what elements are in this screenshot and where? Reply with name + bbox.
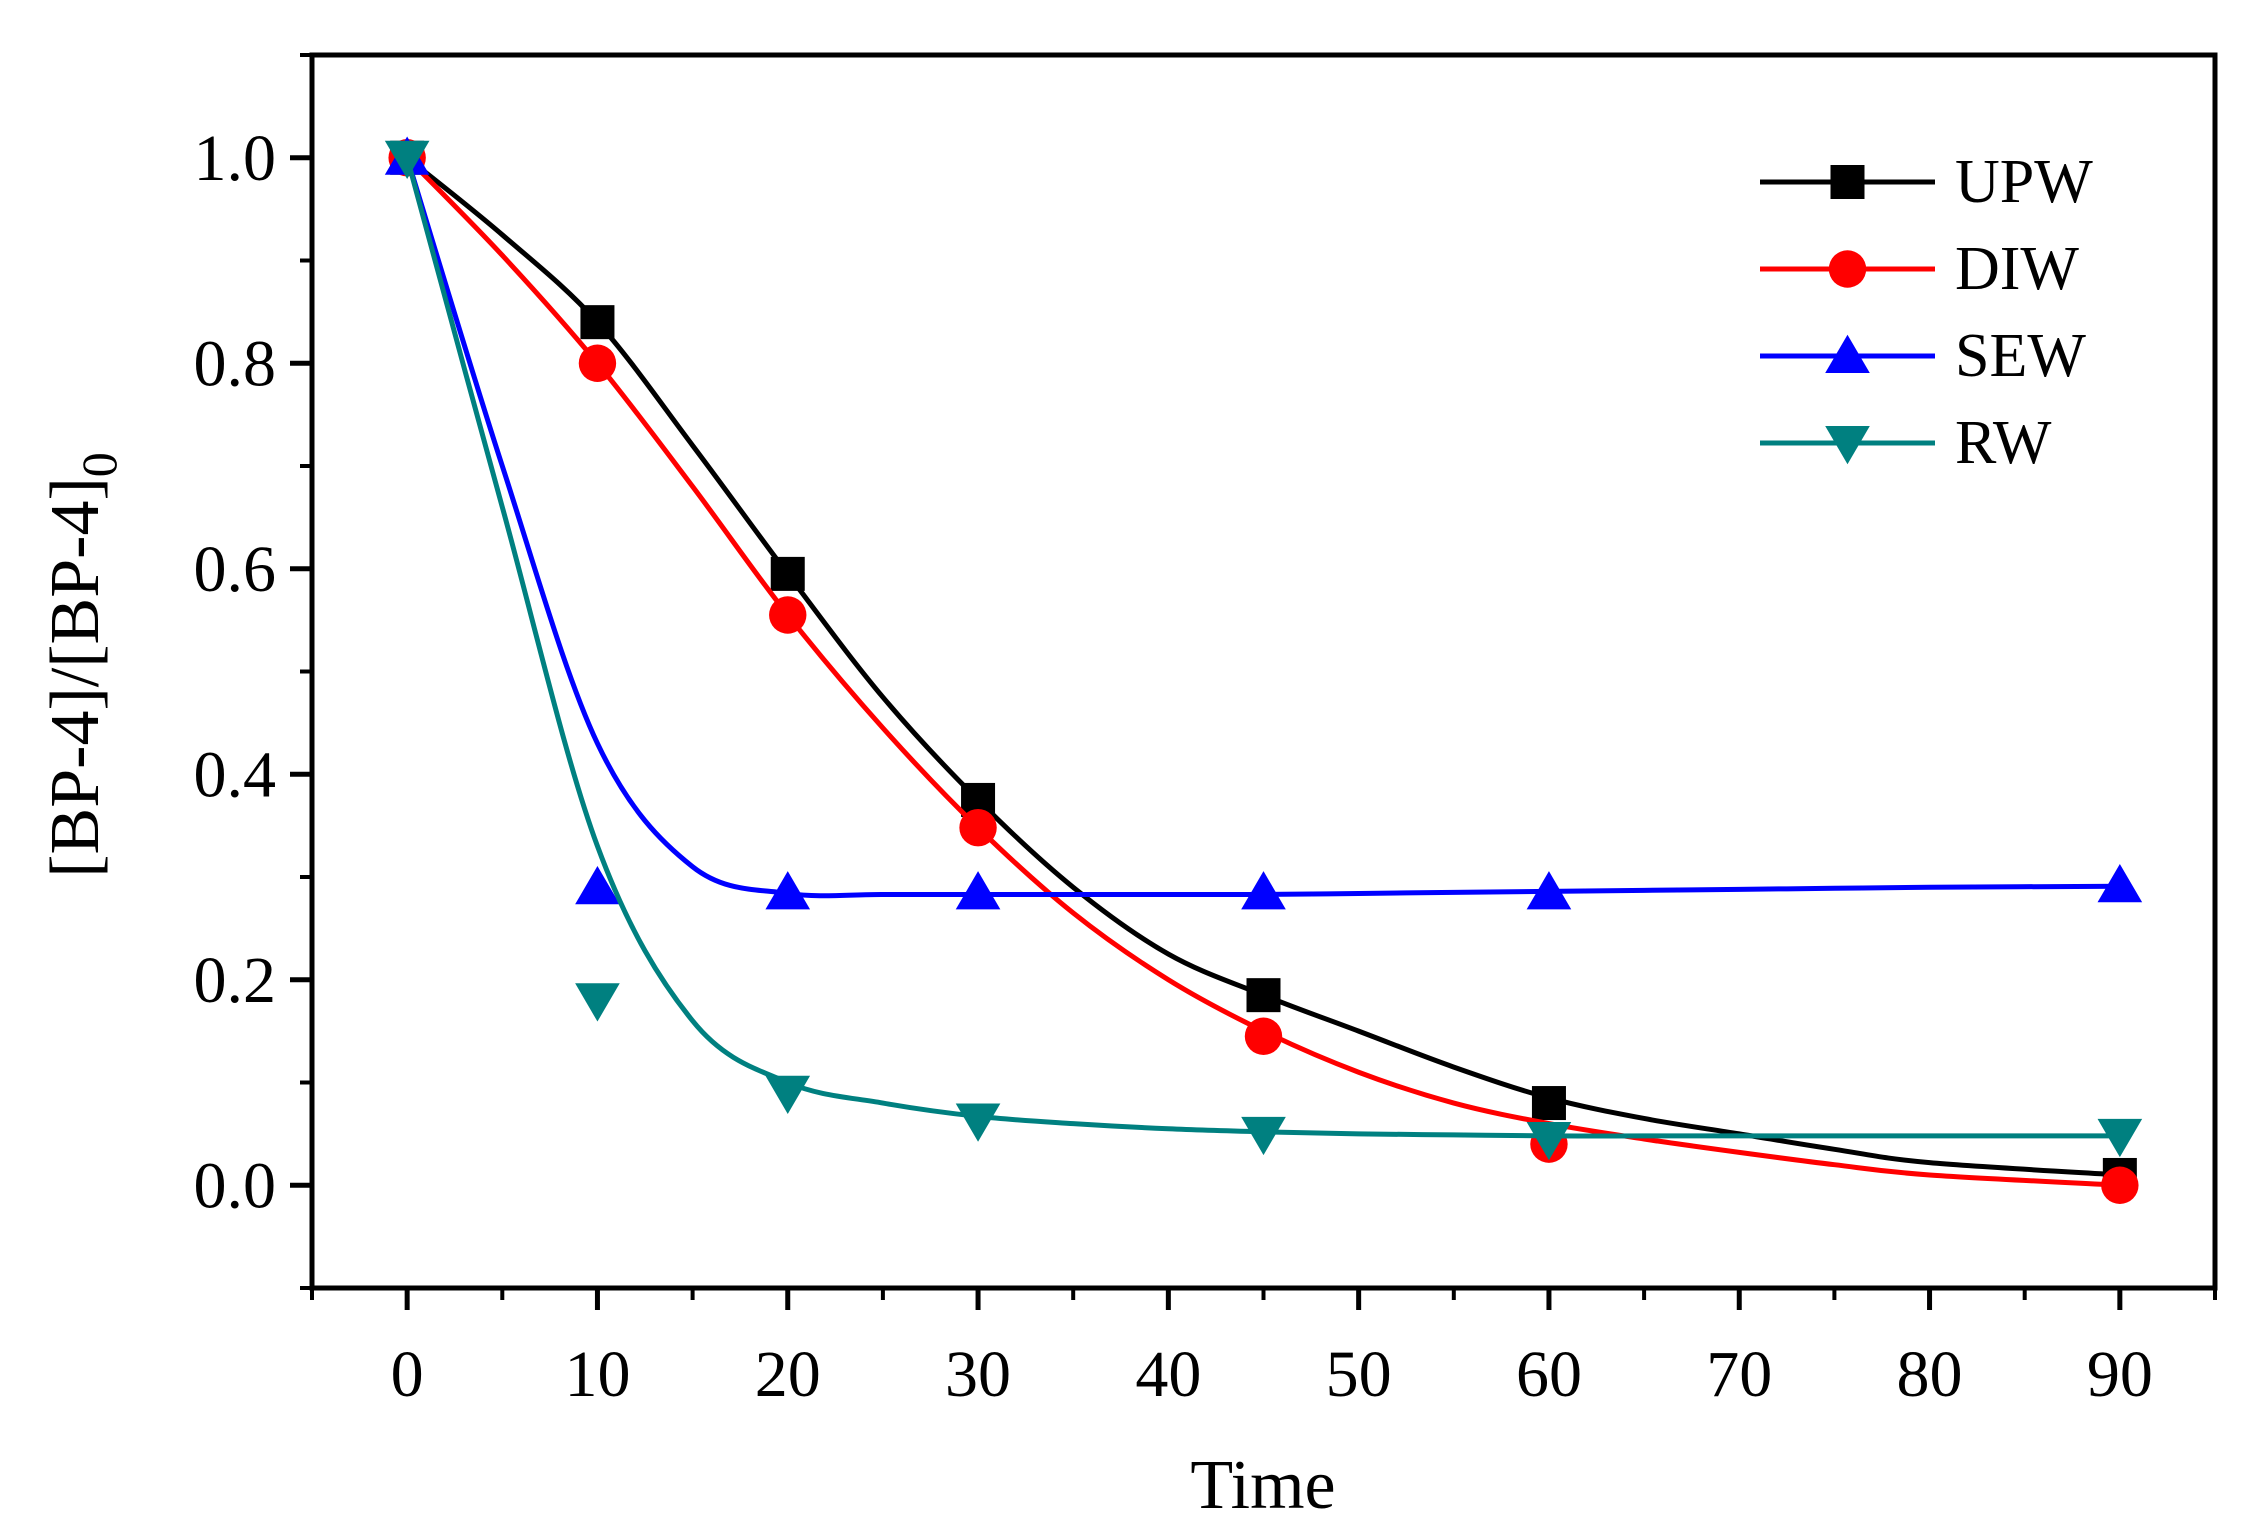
x-tick-label: 30 xyxy=(945,1338,1011,1411)
plot-border xyxy=(309,52,2218,1291)
y-axis-title: [BP-4]/[BP-4]0 xyxy=(37,452,127,878)
data-point-upw xyxy=(1531,1086,1566,1121)
series-layer xyxy=(384,136,2143,1204)
fit-line-rw xyxy=(404,157,2120,1139)
x-axis: 0 10 20 30 40 50 60 70 80 90 xyxy=(310,1288,2217,1411)
data-point-diw xyxy=(959,808,997,847)
y-tick-label: 0.8 xyxy=(194,327,277,400)
data-point-diw xyxy=(2101,1166,2139,1204)
data-point-diw xyxy=(578,344,617,382)
data-point-rw xyxy=(384,140,430,179)
data-point-rw xyxy=(1526,1122,1572,1161)
x-tick-label: 60 xyxy=(1516,1338,1582,1411)
series-rw xyxy=(384,140,2143,1161)
data-point-rw xyxy=(765,1075,811,1115)
data-point-sew xyxy=(765,871,811,910)
data-point-upw xyxy=(1246,978,1281,1013)
y-axis: 0.0 0.2 0.4 0.6 0.8 1.0 xyxy=(194,53,312,1290)
plot-frame xyxy=(309,52,2218,1291)
legend-item-upw: UPW xyxy=(1760,148,2093,216)
y-tick-label: 0.2 xyxy=(194,944,277,1017)
y-tick-label: 0.6 xyxy=(194,533,277,606)
x-tick-label: 10 xyxy=(564,1338,630,1411)
legend-item-diw: DIW xyxy=(1760,235,2079,303)
x-axis-title: Time xyxy=(1190,1447,1335,1524)
series-sew xyxy=(384,136,2143,910)
legend-item-sew: SEW xyxy=(1760,322,2086,390)
x-tick-label: 80 xyxy=(1897,1338,1963,1411)
data-point-sew xyxy=(1241,871,1286,910)
legend-label: SEW xyxy=(1955,322,2086,390)
data-point-sew xyxy=(955,871,1001,910)
legend-marker xyxy=(1825,334,1870,373)
legend-marker xyxy=(1825,426,1870,465)
y-tick-label: 0.4 xyxy=(194,738,277,811)
y-tick-label: 0.0 xyxy=(194,1149,277,1222)
series-diw xyxy=(388,139,2139,1204)
legend-item-rw: RW xyxy=(1760,409,2052,477)
legend-marker xyxy=(1828,250,1867,288)
data-point-rw xyxy=(1241,1116,1286,1156)
data-point-rw xyxy=(2097,1118,2143,1158)
data-point-diw xyxy=(1244,1017,1283,1055)
data-point-diw xyxy=(769,596,807,634)
data-point-rw xyxy=(955,1103,1001,1142)
legend-marker xyxy=(1830,165,1865,199)
legend-label: DIW xyxy=(1955,235,2079,303)
data-point-rw xyxy=(575,983,620,1022)
legend-label: RW xyxy=(1955,409,2052,477)
data-point-sew xyxy=(2097,863,2143,903)
legend: UPW DIW SEW RW xyxy=(1760,148,2093,477)
x-tick-label: 20 xyxy=(755,1338,821,1411)
data-point-sew xyxy=(575,866,620,905)
fit-line-diw xyxy=(405,156,2120,1188)
y-axis-title-main: [BP-4]/[BP-4] xyxy=(37,477,114,878)
x-tick-label: 0 xyxy=(391,1338,424,1411)
y-tick-label: 1.0 xyxy=(194,122,277,195)
x-tick-label: 70 xyxy=(1706,1338,1772,1411)
fit-line-sew xyxy=(404,157,2120,899)
data-point-sew xyxy=(1526,871,1572,910)
legend-label: UPW xyxy=(1955,148,2093,216)
y-axis-title-subscript: 0 xyxy=(71,452,127,477)
x-tick-label: 40 xyxy=(1135,1338,1201,1411)
data-point-upw xyxy=(770,556,805,591)
x-tick-label: 90 xyxy=(2087,1338,2153,1411)
data-point-upw xyxy=(580,305,615,340)
x-tick-label: 50 xyxy=(1326,1338,1392,1411)
